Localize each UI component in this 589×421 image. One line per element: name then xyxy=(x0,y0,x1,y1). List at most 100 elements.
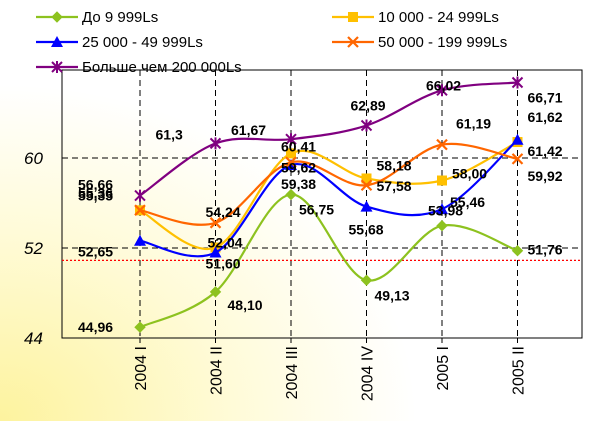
data-label: 61,3 xyxy=(156,126,183,142)
data-point-3-3-shape xyxy=(360,179,373,192)
data-label: 59,38 xyxy=(281,176,316,192)
legend-label: 10 000 - 24 999Ls xyxy=(378,9,499,26)
data-point-2-5-shape xyxy=(511,133,524,145)
legend-marker-shape xyxy=(51,61,63,73)
data-point-2-4-shape xyxy=(436,203,448,215)
data-point-3-4-shape xyxy=(436,138,448,151)
y-tick-label: 44 xyxy=(24,329,43,348)
legend-item-2: 25 000 - 49 999Ls xyxy=(36,34,203,51)
data-label: 61,42 xyxy=(528,143,563,159)
data-point-0-0 xyxy=(134,321,146,333)
data-point-4-5 xyxy=(511,76,524,89)
legend-marker-shape xyxy=(347,36,359,48)
data-point-2-5 xyxy=(511,133,524,145)
data-point-3-1 xyxy=(209,217,222,229)
data-point-2-1-shape xyxy=(209,246,222,258)
data-label: 51,76 xyxy=(528,242,563,258)
x-tick-label: 2004 I xyxy=(133,346,150,390)
y-tick-label: 60 xyxy=(24,149,43,168)
data-point-4-1 xyxy=(209,137,222,150)
data-label: 66,71 xyxy=(528,90,563,106)
data-point-2-3-shape xyxy=(360,200,373,212)
data-point-3-2-shape xyxy=(285,156,297,169)
data-point-1-4-shape xyxy=(437,175,447,186)
data-point-0-5-shape xyxy=(511,244,524,257)
y-tick-label: 52 xyxy=(24,239,43,258)
data-point-3-2 xyxy=(285,156,297,169)
data-point-4-3-shape xyxy=(360,119,373,132)
x-tick-label: 2004 IV xyxy=(360,346,377,401)
data-point-2-1 xyxy=(209,246,222,258)
data-point-4-2 xyxy=(285,133,297,146)
data-label: 61,67 xyxy=(231,122,266,138)
data-label: 53,98 xyxy=(428,203,463,219)
series-line-1 xyxy=(139,141,518,251)
legend-marker-shape xyxy=(51,36,63,47)
legend-marker xyxy=(51,11,63,23)
data-label: 56,75 xyxy=(299,202,334,218)
data-point-3-3 xyxy=(360,179,373,192)
data-point-2-2 xyxy=(285,158,297,170)
data-label: 60,41 xyxy=(281,138,316,154)
data-point-3-5-shape xyxy=(511,153,524,165)
data-label: 55,35 xyxy=(78,187,113,203)
data-point-0-5 xyxy=(511,244,524,257)
data-point-2-0 xyxy=(134,234,146,246)
data-point-1-4 xyxy=(437,175,447,186)
data-point-1-3 xyxy=(361,173,372,184)
data-label: 44,96 xyxy=(78,319,113,335)
data-label: 58,00 xyxy=(452,166,487,182)
data-point-2-2-shape xyxy=(285,158,297,170)
data-point-4-0-shape xyxy=(134,189,146,202)
legend-label: 50 000 - 199 999Ls xyxy=(378,34,507,51)
data-point-0-3 xyxy=(360,274,373,286)
legend-marker xyxy=(348,12,358,22)
data-label: 54,24 xyxy=(206,204,241,220)
legend-item-0: До 9 999Ls xyxy=(36,9,158,26)
data-label: 55,46 xyxy=(450,194,485,210)
data-point-0-2-shape xyxy=(285,188,297,201)
data-point-4-0 xyxy=(134,189,146,202)
legend-label: 25 000 - 49 999Ls xyxy=(82,34,203,51)
data-label: 52,65 xyxy=(78,244,113,260)
data-point-3-0 xyxy=(134,204,146,216)
data-point-1-3-shape xyxy=(361,173,372,184)
data-label: 51,60 xyxy=(206,256,241,272)
data-point-0-1 xyxy=(209,286,222,298)
data-label: 59,62 xyxy=(281,159,316,175)
data-label: 59,92 xyxy=(528,168,563,184)
data-point-4-5-shape xyxy=(511,76,524,89)
x-tick-label: 2005 I xyxy=(435,346,452,390)
data-point-3-1-shape xyxy=(209,217,222,229)
x-tick-label: 2005 II xyxy=(511,346,528,395)
series-line-4 xyxy=(139,81,518,197)
legend-marker xyxy=(347,36,359,48)
legend-marker xyxy=(51,61,63,73)
data-point-0-2 xyxy=(285,188,297,201)
data-point-2-4 xyxy=(436,203,448,215)
data-point-4-4-shape xyxy=(436,84,448,97)
legend-item-1: 10 000 - 24 999Ls xyxy=(332,9,499,26)
legend-marker-shape xyxy=(348,12,358,22)
data-point-1-2-shape xyxy=(286,148,296,159)
data-point-1-2 xyxy=(286,148,296,159)
legend-label: Больше чем 200 000Ls xyxy=(82,59,242,76)
data-point-3-4 xyxy=(436,138,448,151)
legend-marker-shape xyxy=(51,11,63,23)
legend-item-3: 50 000 - 199 999Ls xyxy=(332,34,507,51)
data-label: 55,36 xyxy=(78,185,113,201)
data-point-0-1-shape xyxy=(209,286,222,298)
data-point-4-4 xyxy=(436,84,448,97)
data-label: 55,68 xyxy=(349,222,384,238)
data-label: 52,04 xyxy=(208,235,243,251)
data-label: 61,62 xyxy=(528,109,563,125)
plot-frame xyxy=(61,69,583,339)
data-label: 62,89 xyxy=(351,97,386,113)
data-point-4-1-shape xyxy=(209,137,222,150)
data-point-4-3 xyxy=(360,119,373,132)
data-point-0-0-shape xyxy=(134,321,146,333)
data-label: 57,58 xyxy=(377,178,412,194)
data-point-0-3-shape xyxy=(360,274,373,286)
data-label: 66,02 xyxy=(426,77,461,93)
